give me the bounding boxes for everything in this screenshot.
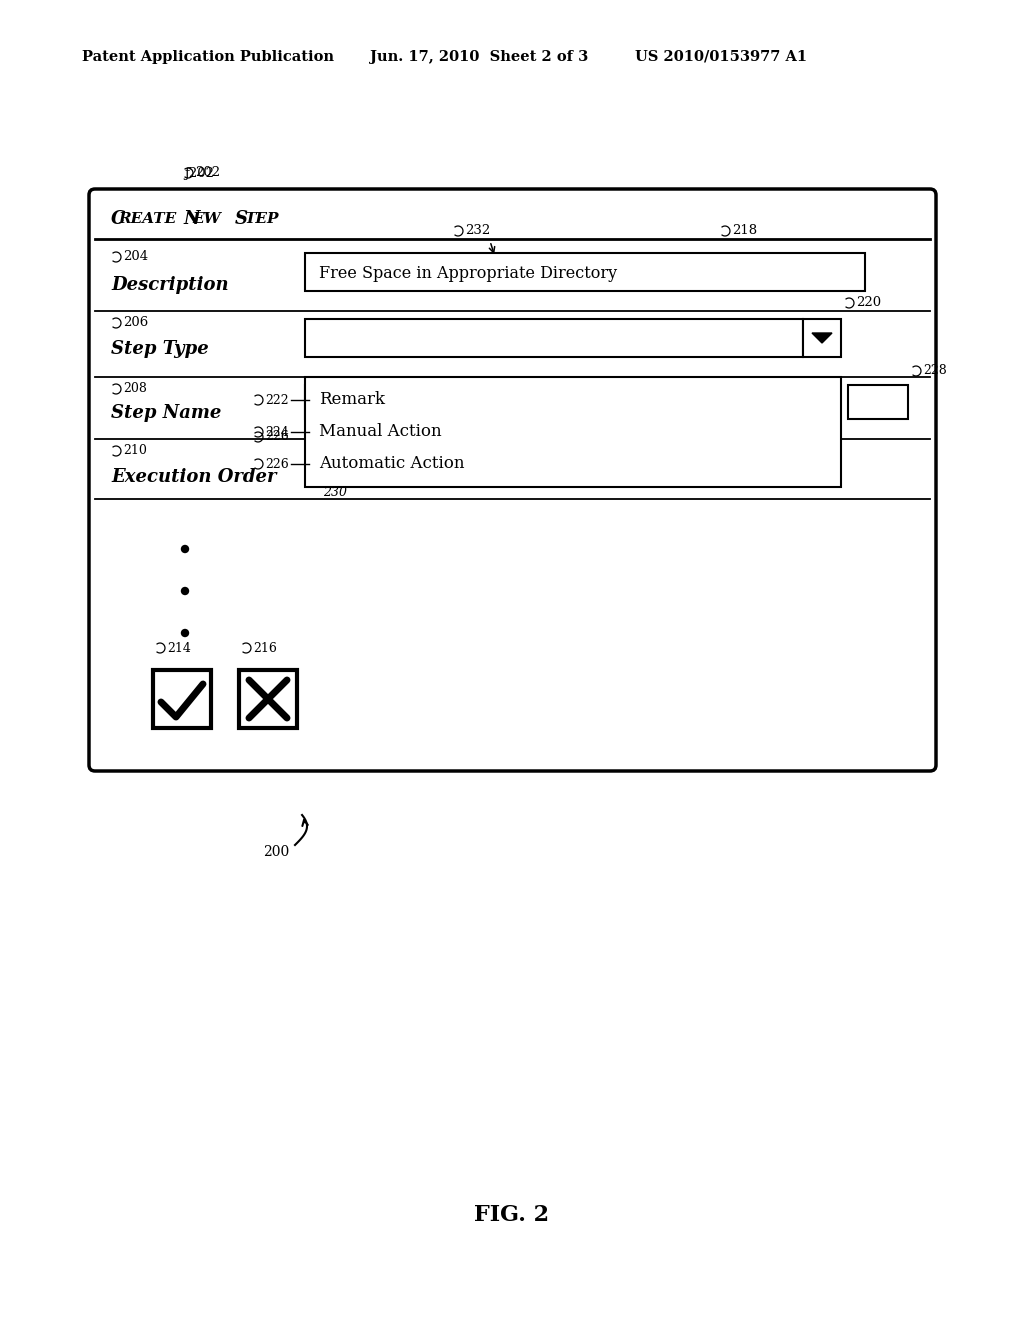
Bar [153,671,211,729]
Text: 222: 222 [265,393,289,407]
Circle shape [181,630,188,636]
Text: 204: 204 [123,251,148,264]
Bar [239,671,297,729]
Text: C: C [111,210,125,228]
Text: 216: 216 [253,642,276,655]
Text: 208: 208 [123,383,146,396]
Text: 226: 226 [265,430,289,444]
Text: FIG. 2: FIG. 2 [474,1204,550,1226]
Polygon shape [812,333,831,343]
Bar [305,319,803,356]
Bar [803,319,841,356]
Bar [305,385,735,418]
Bar [305,378,841,487]
Text: Manual Action: Manual Action [319,424,441,441]
Text: Automatic Action: Automatic Action [319,455,465,473]
Text: EW: EW [193,213,226,226]
Text: 218: 218 [732,224,757,238]
Text: Free Space in Appropriate Directory: Free Space in Appropriate Directory [319,264,617,281]
Text: 200: 200 [263,845,289,859]
Text: 220: 220 [856,297,881,309]
Text: Step Type: Step Type [111,341,209,358]
Text: 206: 206 [123,317,148,330]
Text: 226: 226 [265,458,289,470]
Circle shape [181,545,188,553]
Bar [305,253,865,290]
Text: 230: 230 [323,487,347,499]
Text: 228: 228 [923,364,947,378]
Text: 210: 210 [123,445,146,458]
Text: Description: Description [111,276,228,294]
Text: S: S [234,210,248,228]
Text: N: N [183,210,200,228]
Text: REATE: REATE [118,213,181,226]
Text: 224: 224 [265,425,289,438]
FancyBboxPatch shape [89,189,936,771]
Text: Remark: Remark [319,392,385,408]
Circle shape [181,587,188,594]
Text: 2: 2 [305,462,322,487]
Text: 232: 232 [465,224,490,238]
Text: US 2010/0153977 A1: US 2010/0153977 A1 [635,50,807,63]
Text: Execution Order: Execution Order [111,469,276,486]
Bar [848,385,908,418]
Text: TEP: TEP [244,213,279,226]
Text: Step Name: Step Name [111,404,221,422]
Text: ƒ202: ƒ202 [184,166,214,180]
Text: Jun. 17, 2010  Sheet 2 of 3: Jun. 17, 2010 Sheet 2 of 3 [370,50,588,63]
Text: 214: 214 [167,642,190,655]
Text: 202: 202 [195,166,220,180]
Text: Patent Application Publication: Patent Application Publication [82,50,334,63]
